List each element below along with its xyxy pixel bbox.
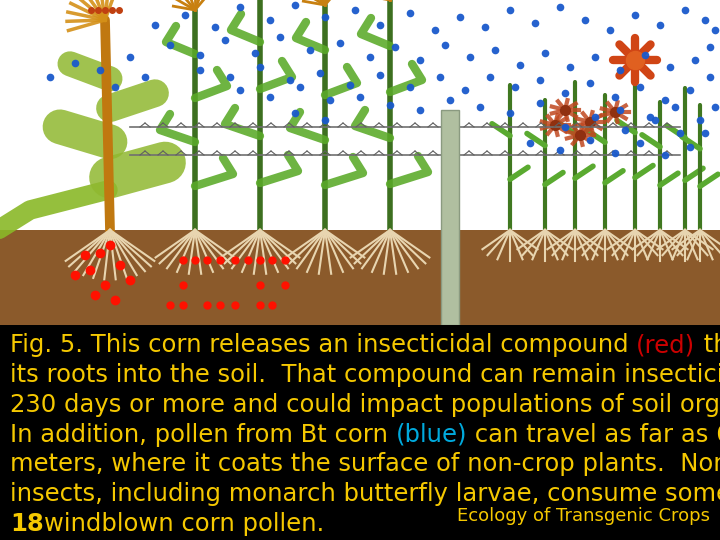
Text: In addition, pollen from Bt corn: In addition, pollen from Bt corn (10, 423, 395, 447)
Bar (441, 110, 459, 325)
Text: (blue): (blue) (395, 423, 467, 447)
Bar (0, 0, 720, 230)
Text: can travel as far as 60: can travel as far as 60 (467, 423, 720, 447)
Text: meters, where it coats the surface of non-crop plants.  Non-target: meters, where it coats the surface of no… (10, 453, 720, 476)
Text: Fig. 5. This corn releases an insecticidal compound: Fig. 5. This corn releases an insecticid… (10, 333, 636, 357)
Text: insects, including monarch butterfly larvae, consume some of the: insects, including monarch butterfly lar… (10, 482, 720, 507)
Text: (red): (red) (636, 333, 696, 357)
Text: 230 days or more and could impact populations of soil organisms.: 230 days or more and could impact popula… (10, 393, 720, 417)
Text: Ecology of Transgenic Crops: Ecology of Transgenic Crops (457, 507, 710, 525)
Text: through: through (696, 333, 720, 357)
Text: 18: 18 (10, 512, 44, 536)
Text: its roots into the soil.  That compound can remain insecticidal for: its roots into the soil. That compound c… (10, 363, 720, 387)
Bar (0, 230, 720, 325)
Text: windblown corn pollen.: windblown corn pollen. (44, 512, 324, 536)
